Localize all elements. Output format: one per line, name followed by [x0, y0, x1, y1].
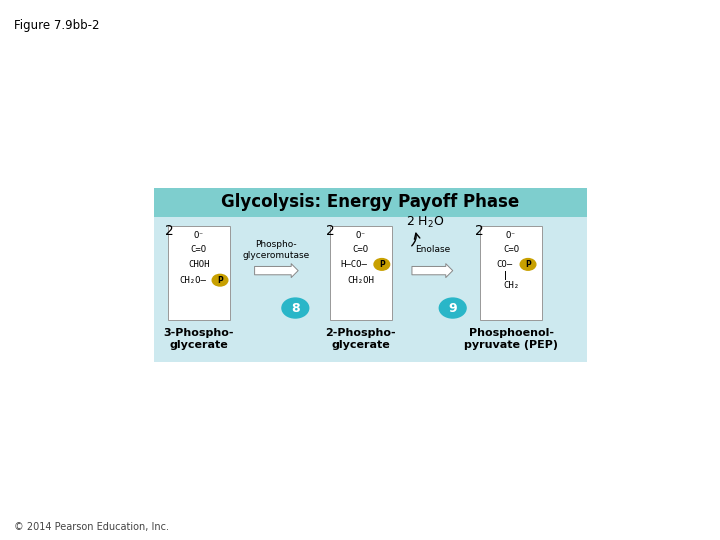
Text: 2: 2 [165, 224, 174, 238]
FancyBboxPatch shape [154, 188, 587, 217]
FancyBboxPatch shape [154, 217, 587, 362]
FancyArrowPatch shape [412, 264, 453, 278]
Text: C=O: C=O [191, 245, 207, 254]
Text: 2 H$_2$O: 2 H$_2$O [405, 215, 444, 231]
Text: 2: 2 [474, 224, 483, 238]
Text: P: P [379, 260, 384, 269]
Text: 2-Phospho-
glycerate: 2-Phospho- glycerate [325, 328, 396, 350]
Text: CH₂OH: CH₂OH [347, 276, 374, 285]
Text: Phospho-
glyceromutase: Phospho- glyceromutase [243, 240, 310, 260]
Circle shape [521, 259, 536, 270]
Circle shape [282, 298, 309, 318]
FancyArrowPatch shape [255, 264, 298, 278]
Text: Glycolysis: Energy Payoff Phase: Glycolysis: Energy Payoff Phase [221, 193, 520, 212]
Text: Enolase: Enolase [415, 245, 450, 254]
Text: Phosphoenol-
pyruvate (PEP): Phosphoenol- pyruvate (PEP) [464, 328, 558, 350]
FancyBboxPatch shape [330, 226, 392, 320]
Text: P: P [217, 276, 223, 285]
Circle shape [439, 298, 466, 318]
FancyBboxPatch shape [480, 226, 542, 320]
Text: C=O: C=O [353, 245, 369, 254]
Text: CH₂: CH₂ [503, 281, 519, 289]
Circle shape [212, 274, 228, 286]
Text: CHOH: CHOH [188, 260, 210, 269]
Text: CH₂O—: CH₂O— [180, 276, 207, 285]
FancyBboxPatch shape [168, 226, 230, 320]
Text: Figure 7.9bb-2: Figure 7.9bb-2 [14, 19, 100, 32]
Text: © 2014 Pearson Education, Inc.: © 2014 Pearson Education, Inc. [14, 522, 169, 532]
Text: O⁻: O⁻ [506, 231, 517, 240]
Text: O⁻: O⁻ [355, 231, 366, 240]
Text: 2: 2 [325, 224, 334, 238]
Text: P: P [525, 260, 531, 269]
Text: 9: 9 [449, 301, 457, 314]
Circle shape [374, 259, 390, 270]
Text: O⁻: O⁻ [194, 231, 204, 240]
Text: 3-Phospho-
glycerate: 3-Phospho- glycerate [163, 328, 234, 350]
Text: CO—: CO— [497, 260, 513, 269]
Text: 8: 8 [291, 301, 300, 314]
Text: H—CO—: H—CO— [341, 260, 367, 269]
Text: C=O: C=O [503, 245, 519, 254]
